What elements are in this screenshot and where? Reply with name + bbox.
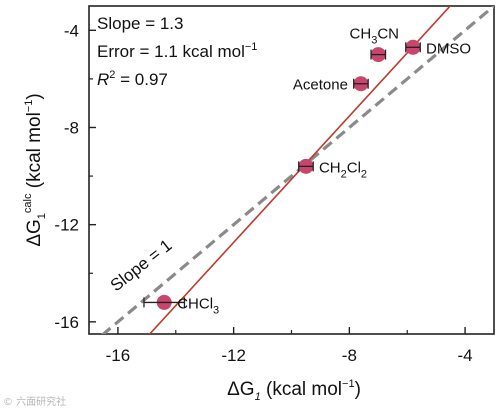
data-point: Acetone (293, 76, 369, 94)
identity-line-label: Slope = 1 (107, 236, 176, 295)
x-tick-label: -16 (106, 346, 131, 365)
x-tick-label: -4 (458, 346, 473, 365)
data-point: CHCl3 (143, 294, 219, 316)
y-axis-label: ΔG1calc (kcal mol−1) (22, 93, 48, 246)
data-point: CH2Cl2 (298, 158, 367, 180)
data-point-label: CHCl3 (177, 295, 219, 316)
x-tick-label: -12 (221, 346, 246, 365)
y-tick-label: -16 (54, 313, 79, 332)
data-point: DMSO (405, 39, 471, 57)
y-tick-label: -12 (54, 216, 79, 235)
data-point-label: Acetone (293, 77, 348, 94)
r-squared-stat: R2 = 0.97 (97, 69, 168, 89)
data-point: CH3CN (350, 26, 399, 63)
slope-stat: Slope = 1.3 (97, 14, 184, 33)
identity-line (100, 6, 494, 334)
y-tick-label: -4 (64, 21, 79, 40)
x-tick-label: -8 (342, 346, 357, 365)
x-axis-label: ΔG1 (kcal mol−1) (227, 378, 361, 403)
data-point-label: CH2Cl2 (319, 159, 367, 180)
watermark: © 六面研究社 (3, 395, 66, 408)
y-tick-label: -8 (64, 118, 79, 137)
data-point-label: CH3CN (350, 26, 399, 47)
data-point-label: DMSO (426, 40, 471, 57)
error-stat: Error = 1.1 kcal mol−1 (97, 41, 257, 61)
fit-line (148, 6, 452, 334)
